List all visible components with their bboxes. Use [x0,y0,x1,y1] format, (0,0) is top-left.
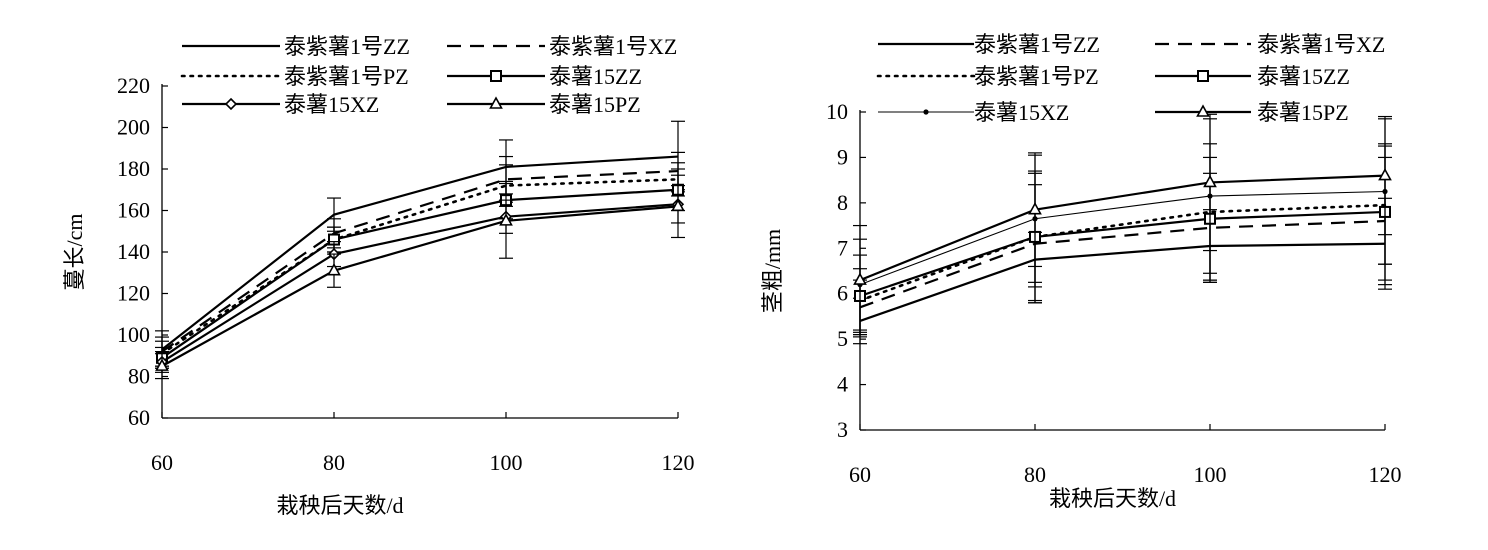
series-3 [155,168,685,369]
y-tick-label: 7 [837,235,848,260]
y-tick-label: 3 [837,417,848,442]
series-line [161,188,679,359]
series-line [859,174,1386,282]
legend-label: 泰薯15PZ [1257,100,1349,125]
series-5 [853,113,1392,336]
y-axis-title: 茎粗/mm [760,229,785,313]
series-line [859,210,1386,298]
x-axis-title: 栽秧后天数/d [276,493,403,518]
y-tick-label: 8 [837,190,848,215]
series-line [858,203,1387,302]
data-point [327,263,341,276]
legend-marker [224,97,238,111]
y-tick-label: 4 [837,372,848,397]
legend-marker [1197,70,1209,82]
series-2 [853,143,1392,333]
y-tick-label: 160 [117,198,150,223]
y-tick-label: 100 [117,322,150,347]
x-tick-label: 120 [662,450,695,475]
data-point [671,198,685,212]
y-tick-label: 10 [826,99,848,124]
series-4 [155,185,685,373]
y-tick-label: 120 [117,281,150,306]
data-point [853,272,867,285]
y-tick-label: 180 [117,156,150,181]
legend-label: 泰薯15XZ [974,100,1069,125]
x-tick-label: 100 [490,450,523,475]
legend-label: 泰紫薯1号ZZ [974,32,1100,57]
x-tick-label: 60 [849,462,871,487]
series-line [161,155,679,351]
series-line [859,219,1386,309]
x-tick-label: 120 [1369,462,1402,487]
legend-label: 泰薯15XZ [284,92,379,117]
x-axis-title: 栽秧后天数/d [1049,486,1176,511]
y-tick-label: 9 [837,144,848,169]
series-line [161,205,679,368]
legend-label: 泰紫薯1号XZ [549,34,677,59]
y-tick-label: 200 [117,115,150,140]
x-tick-label: 100 [1194,462,1227,487]
legend-label: 泰薯15ZZ [549,64,642,89]
y-tick-label: 80 [128,364,150,389]
y-tick-label: 6 [837,281,848,306]
y-tick-label: 5 [837,326,848,351]
data-point [155,358,169,371]
legend-label: 泰紫薯1号ZZ [284,34,410,59]
legend-marker [489,96,503,109]
legend-marker [923,109,929,115]
series-line [161,203,679,363]
x-tick-label: 60 [151,450,173,475]
y-tick-label: 140 [117,239,150,264]
data-point [499,213,513,226]
series-1 [155,151,685,367]
data-point [1203,174,1217,188]
series-line [859,190,1386,286]
legend-label: 泰紫薯1号PZ [284,64,409,89]
legend-label: 泰紫薯1号PZ [974,64,1099,89]
legend-label: 泰薯15PZ [549,92,641,117]
series-3 [853,143,1392,338]
series-line [859,242,1386,323]
x-tick-label: 80 [1024,462,1046,487]
y-tick-label: 220 [117,73,150,98]
legend-label: 泰薯15ZZ [1257,64,1350,89]
data-point [1378,167,1392,181]
legend-marker [490,70,502,82]
y-tick-label: 60 [128,405,150,430]
series-line [160,178,680,355]
legend-marker [1196,104,1210,117]
series-1 [853,156,1392,336]
series-line [161,169,679,353]
y-axis-title: 蔓长/cm [62,214,87,291]
series-5 [155,174,685,380]
left-panel-vine-length: 60 80 100 120 140 160 180 200 220 60 80 100 120 栽秧后天数… [62,34,695,518]
data-point [1028,202,1042,215]
x-tick-label: 80 [323,450,345,475]
legend-label: 泰紫薯1号XZ [1257,32,1385,57]
right-panel-stem-diameter: 3 4 5 6 7 8 9 10 60 80 100 120 栽秧后天数/d 茎粗/mm 泰紫薯1号ZZ 泰紫… [760,32,1402,511]
